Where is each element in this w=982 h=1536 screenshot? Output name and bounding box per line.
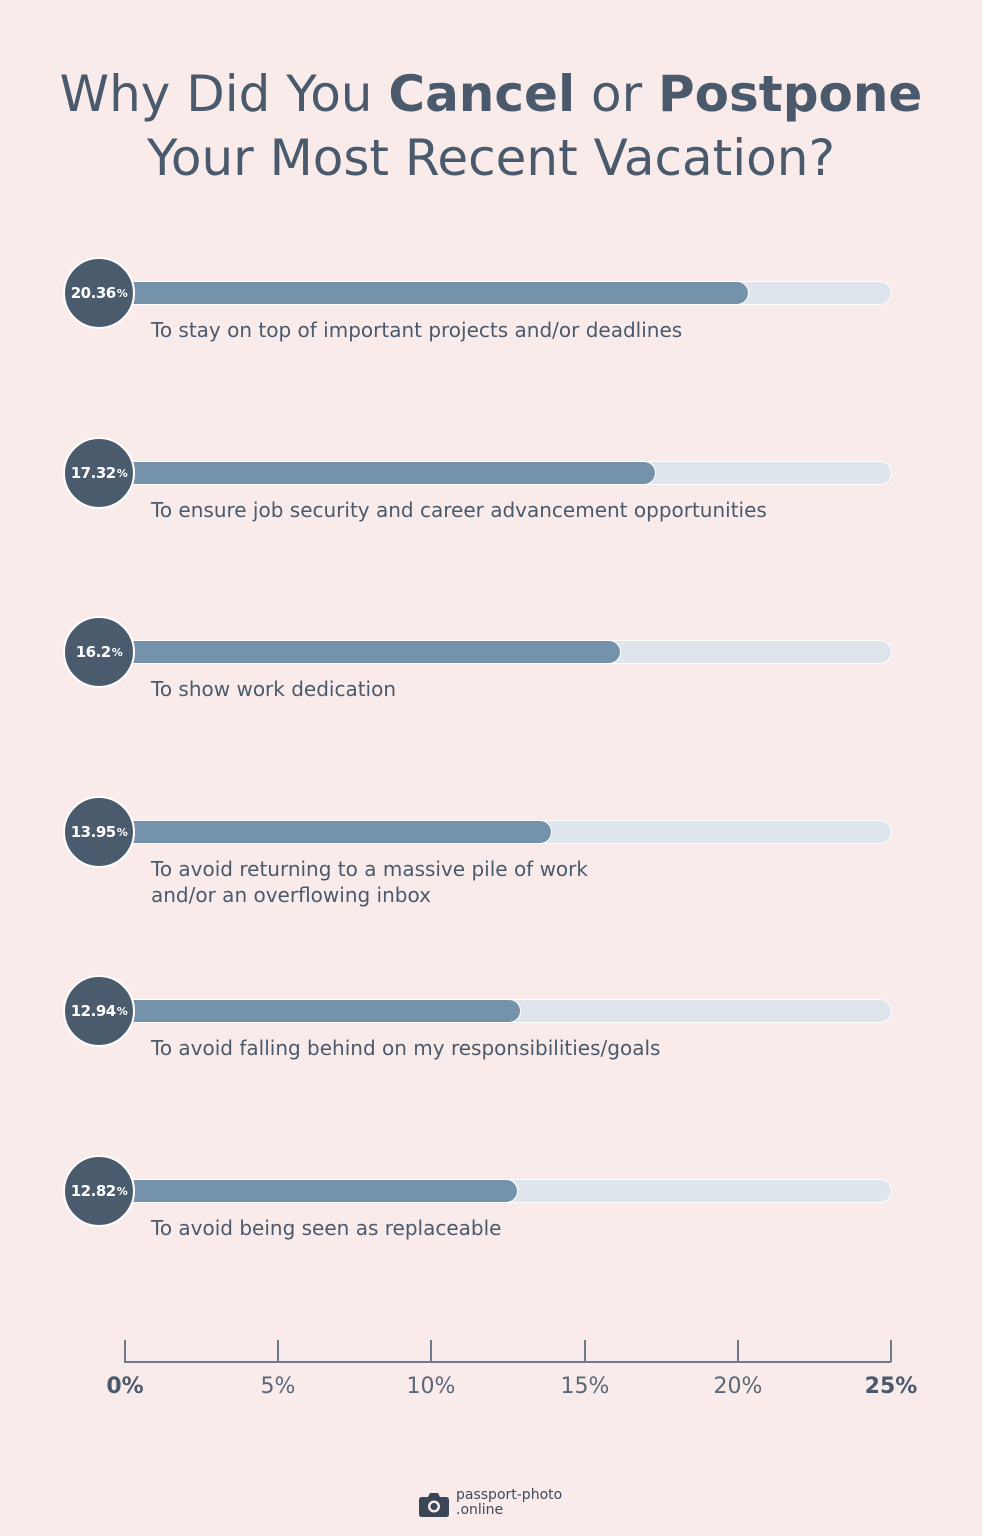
- x-tick: [737, 1340, 739, 1362]
- category-label-line: To avoid being seen as replaceable: [151, 1216, 502, 1240]
- x-tick: [890, 1340, 892, 1362]
- x-tick: [430, 1340, 432, 1362]
- bar: [108, 281, 749, 305]
- title-part-1: Why Did You: [59, 65, 389, 123]
- title-bold-cancel: Cancel: [388, 65, 576, 123]
- value-label: 12.82: [70, 1182, 116, 1200]
- bar: [108, 461, 656, 485]
- x-tick: [124, 1340, 126, 1362]
- value-suffix: %: [116, 1004, 128, 1018]
- bar: [108, 1179, 518, 1203]
- value-badge: 12.82%: [63, 1155, 135, 1227]
- value-badge: 13.95%: [63, 796, 135, 868]
- x-tick: [277, 1340, 279, 1362]
- category-label: To avoid returning to a massive pile of …: [151, 856, 851, 908]
- category-label-line: and/or an overflowing inbox: [151, 883, 431, 907]
- title-line-2: Your Most Recent Vacation?: [146, 129, 835, 187]
- bar: [108, 640, 622, 664]
- x-tick-label: 5%: [260, 1374, 296, 1399]
- brand-logo: passport-photo .online: [418, 1488, 578, 1522]
- category-label-line: To avoid returning to a massive pile of …: [151, 857, 588, 881]
- value-label: 17.32: [70, 464, 116, 482]
- title-bold-postpone: Postpone: [658, 65, 923, 123]
- x-tick-label: 25%: [864, 1374, 918, 1399]
- category-label: To stay on top of important projects and…: [151, 317, 851, 343]
- value-badge: 12.94%: [63, 975, 135, 1047]
- brand-line-1: passport-photo: [456, 1487, 563, 1503]
- chart-title: Why Did You Cancel or Postpone Your Most…: [0, 62, 982, 190]
- title-part-2: or: [575, 65, 659, 123]
- brand-line-2: .online: [456, 1502, 504, 1518]
- category-label-line: To ensure job security and career advanc…: [151, 498, 767, 522]
- category-label-line: To stay on top of important projects and…: [151, 318, 683, 342]
- value-label: 16.2: [75, 643, 112, 661]
- category-label: To ensure job security and career advanc…: [151, 497, 851, 523]
- value-suffix: %: [116, 1184, 128, 1198]
- category-label: To avoid being seen as replaceable: [151, 1215, 851, 1241]
- category-label: To avoid falling behind on my responsibi…: [151, 1035, 851, 1061]
- category-label-line: To show work dedication: [151, 677, 397, 701]
- value-suffix: %: [116, 825, 128, 839]
- x-tick-label: 0%: [106, 1374, 144, 1399]
- value-badge: 16.2%: [63, 616, 135, 688]
- bar: [108, 999, 522, 1023]
- value-label: 12.94: [70, 1002, 116, 1020]
- camera-icon: [419, 1493, 449, 1517]
- value-suffix: %: [116, 286, 128, 300]
- value-suffix: %: [116, 466, 128, 480]
- bar: [108, 820, 553, 844]
- category-label: To show work dedication: [151, 676, 851, 702]
- category-label-line: To avoid falling behind on my responsibi…: [151, 1036, 661, 1060]
- x-tick-label: 15%: [560, 1374, 610, 1399]
- brand-text: passport-photo .online: [456, 1488, 562, 1518]
- x-axis-line: [124, 1361, 891, 1363]
- value-badge: 17.32%: [63, 437, 135, 509]
- value-label: 20.36: [70, 284, 116, 302]
- value-suffix: %: [111, 645, 123, 659]
- x-tick-label: 20%: [713, 1374, 763, 1399]
- value-label: 13.95: [70, 823, 116, 841]
- x-tick: [584, 1340, 586, 1362]
- x-tick-label: 10%: [406, 1374, 456, 1399]
- value-badge: 20.36%: [63, 257, 135, 329]
